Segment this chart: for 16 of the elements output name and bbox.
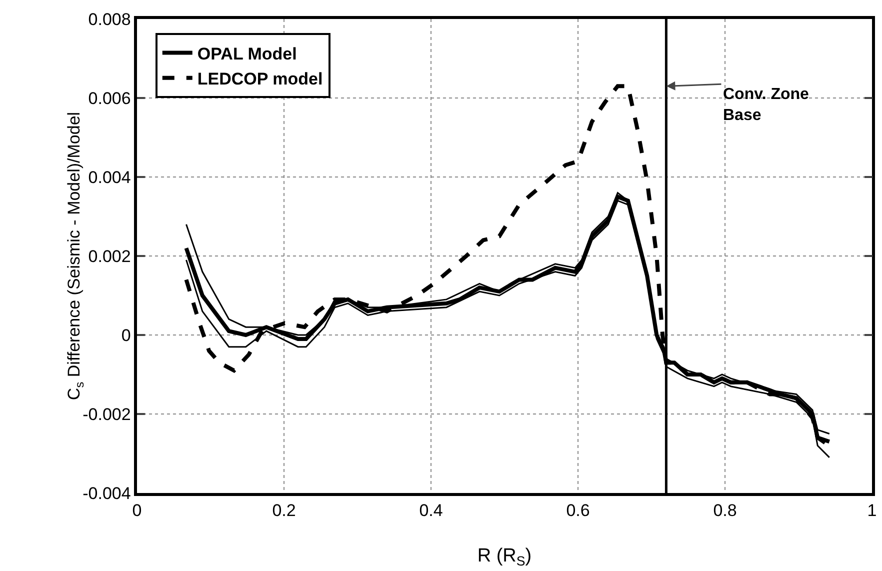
y-tick-label: -0.002 (82, 404, 131, 424)
legend-label: LEDCOP model (197, 70, 323, 88)
x-tick-label: 0.6 (566, 501, 590, 520)
y-tick-label: 0.008 (88, 10, 131, 29)
y-tick-label: 0.006 (88, 88, 131, 108)
x-tick-label: 0.4 (419, 501, 443, 520)
y-tick-label: 0.004 (88, 168, 131, 187)
legend-label: OPAL Model (197, 44, 297, 64)
x-axis-title: R (R$_{S}$) (477, 546, 532, 568)
x-tick-label: 1 (867, 501, 877, 520)
x-tick-label: 0.8 (713, 501, 737, 520)
y-tick-label: -0.004 (82, 484, 131, 503)
y-tick-label: 0.002 (88, 246, 131, 266)
x-tick-label: 0.2 (272, 501, 296, 520)
y-tick-label: 0 (121, 326, 131, 345)
annotation: Conv. Zone Base (723, 86, 810, 124)
